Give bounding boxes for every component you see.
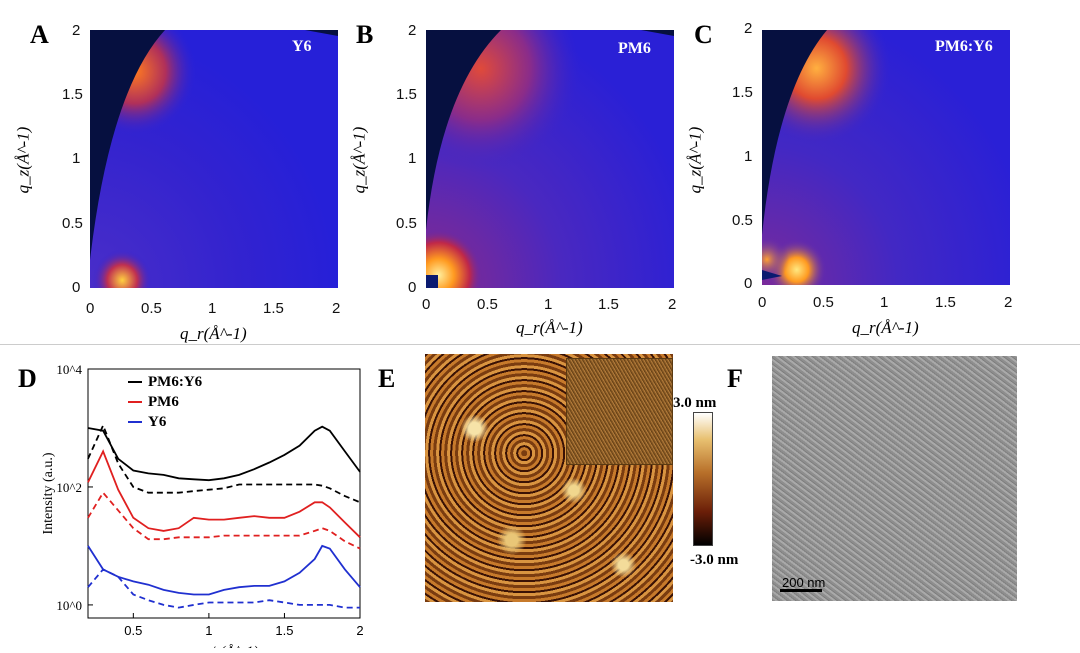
- x-tick-label: 1: [205, 623, 212, 638]
- legend-entry-pm6-y6: PM6:Y6: [128, 372, 202, 392]
- series-line-0: [87, 425, 361, 482]
- y-axis-label: q_z(Å^-1): [685, 126, 705, 194]
- y-tick: 0.5: [732, 212, 753, 229]
- sample-tag-pm6: PM6: [618, 40, 651, 57]
- x-tick: 1: [208, 300, 217, 317]
- x-tick: 0: [422, 296, 431, 313]
- legend-swatch: [128, 421, 142, 423]
- series-line-4: [87, 544, 361, 596]
- y-tick: 1: [72, 150, 81, 167]
- legend: PM6:Y6 PM6 Y6: [128, 372, 202, 432]
- x-tick: 2: [668, 296, 677, 313]
- sample-tag-y6: Y6: [292, 38, 312, 55]
- giwaxs-map-pm6: [426, 30, 674, 288]
- afm-scale-max: 3.0 nm: [673, 395, 717, 411]
- x-tick: 2: [332, 300, 341, 317]
- giwaxs-image-y6: [90, 30, 338, 288]
- y-tick-label: 10^4: [56, 362, 82, 377]
- afm-color-scale: [693, 412, 713, 546]
- y-tick-label: 10^0: [56, 598, 82, 613]
- sample-tag-pm6-y6: PM6:Y6: [935, 38, 993, 55]
- y-tick: 1: [408, 150, 417, 167]
- tem-scale-label: 200 nm: [782, 575, 826, 590]
- y-tick: 0.5: [396, 215, 417, 232]
- y-axis-label: Intensity (a.u.): [41, 452, 56, 534]
- x-tick: 0.5: [813, 294, 834, 311]
- plot-frame: [87, 368, 361, 619]
- legend-swatch: [128, 381, 142, 383]
- tem-scale-bar: [780, 589, 822, 592]
- y-tick: 0: [72, 279, 81, 296]
- series-line-2: [87, 449, 361, 538]
- x-tick: 0: [758, 294, 767, 311]
- y-tick: 0: [408, 279, 417, 296]
- x-tick-label: 2: [356, 623, 363, 638]
- legend-swatch: [128, 401, 142, 403]
- giwaxs-map-pm6-y6: [762, 30, 1010, 285]
- panel-label-e: E: [378, 364, 396, 393]
- x-tick-label: 1.5: [275, 623, 293, 638]
- panel-label-f: F: [727, 364, 743, 393]
- x-axis-label: q_r(Å^-1): [516, 318, 583, 337]
- x-axis-label: q_r/z(Å^-1): [190, 644, 259, 648]
- y-tick: 1: [744, 148, 753, 165]
- x-tick: 1: [544, 296, 553, 313]
- panel-label-c: C: [694, 20, 713, 49]
- giwaxs-image-pm6-y6: [762, 30, 1010, 285]
- y-tick: 2: [408, 22, 417, 39]
- y-axis-label: q_z(Å^-1): [349, 126, 369, 194]
- y-tick: 1.5: [732, 84, 753, 101]
- legend-label: Y6: [148, 413, 167, 430]
- x-tick: 1.5: [935, 294, 956, 311]
- x-tick: 1: [880, 294, 889, 311]
- x-axis-label: q_r(Å^-1): [852, 318, 919, 337]
- legend-label: PM6: [148, 393, 179, 410]
- x-tick: 2: [1004, 294, 1013, 311]
- y-tick: 2: [72, 22, 81, 39]
- divider-line: [0, 344, 1080, 345]
- y-tick: 1.5: [396, 86, 417, 103]
- y-tick: 2: [744, 20, 753, 37]
- panel-label-d: D: [18, 364, 37, 393]
- series-line-1: [87, 423, 361, 504]
- series-line-5: [87, 568, 360, 609]
- panel-label-a: A: [30, 20, 49, 49]
- x-axis-label: q_r(Å^-1): [180, 324, 247, 343]
- y-tick: 0.5: [62, 215, 83, 232]
- afm-phase-inset: [566, 358, 673, 465]
- x-tick: 0.5: [141, 300, 162, 317]
- y-tick: 1.5: [62, 86, 83, 103]
- y-axis-label: q_z(Å^-1): [13, 126, 33, 194]
- legend-label: PM6:Y6: [148, 373, 203, 390]
- giwaxs-image-pm6: [426, 30, 674, 288]
- giwaxs-map-y6: [90, 30, 338, 288]
- x-tick-label: 0.5: [124, 623, 142, 638]
- afm-scale-min: -3.0 nm: [690, 552, 739, 568]
- legend-entry-y6: Y6: [128, 412, 202, 432]
- tem-image: [772, 356, 1017, 601]
- series-line-3: [87, 491, 361, 550]
- y-tick: 0: [744, 275, 753, 292]
- x-tick: 1.5: [598, 296, 619, 313]
- x-tick: 0: [86, 300, 95, 317]
- y-tick-label: 10^2: [56, 480, 82, 495]
- panel-label-b: B: [356, 20, 374, 49]
- x-tick: 1.5: [263, 300, 284, 317]
- legend-entry-pm6: PM6: [128, 392, 202, 412]
- x-tick: 0.5: [477, 296, 498, 313]
